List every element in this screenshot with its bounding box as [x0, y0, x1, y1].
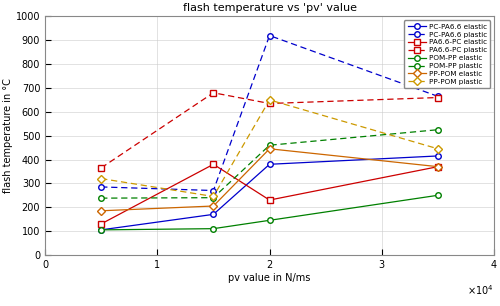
POM-PP plastic [98, 196, 104, 200]
PP-POM elastic [266, 147, 272, 151]
Line: POM-PP elastic: POM-PP elastic [98, 192, 440, 233]
Line: POM-PP plastic: POM-PP plastic [98, 127, 440, 201]
PA6.6-PC elastic [98, 222, 104, 226]
Y-axis label: flash temperature in °C: flash temperature in °C [3, 78, 13, 193]
POM-PP elastic [98, 228, 104, 232]
X-axis label: pv value in N/ms: pv value in N/ms [228, 273, 310, 282]
PP-POM elastic [435, 165, 441, 169]
PC-PA6.6 plastic [98, 185, 104, 189]
PC-PA6.6 plastic [266, 34, 272, 37]
PA6.6-PC plastic [210, 91, 216, 95]
PA6.6-PC elastic [435, 165, 441, 169]
PP-POM elastic [210, 204, 216, 208]
POM-PP plastic [266, 144, 272, 147]
PP-POM plastic [98, 177, 104, 181]
PP-POM elastic [98, 209, 104, 213]
PA6.6-PC elastic [266, 198, 272, 202]
Line: PP-POM elastic: PP-POM elastic [98, 146, 440, 214]
PP-POM plastic [435, 147, 441, 151]
Line: PP-POM plastic: PP-POM plastic [98, 97, 440, 199]
Line: PA6.6-PC elastic: PA6.6-PC elastic [98, 162, 440, 227]
POM-PP elastic [210, 227, 216, 230]
Legend: PC-PA6.6 elastic, PC-PA6.6 plastic, PA6.6-PC elastic, PA6.6-PC plastic, POM-PP e: PC-PA6.6 elastic, PC-PA6.6 plastic, PA6.… [404, 20, 490, 88]
PC-PA6.6 plastic [435, 95, 441, 98]
POM-PP plastic [435, 128, 441, 132]
POM-PP plastic [210, 196, 216, 200]
PC-PA6.6 elastic [210, 213, 216, 216]
PA6.6-PC elastic [210, 162, 216, 166]
PC-PA6.6 plastic [210, 189, 216, 192]
PC-PA6.6 elastic [98, 228, 104, 232]
PA6.6-PC plastic [435, 96, 441, 99]
PA6.6-PC plastic [266, 102, 272, 105]
PC-PA6.6 elastic [266, 162, 272, 166]
POM-PP elastic [435, 193, 441, 197]
PC-PA6.6 elastic [435, 154, 441, 158]
Title: flash temperature vs 'pv' value: flash temperature vs 'pv' value [182, 3, 356, 13]
Text: $\times10^4$: $\times10^4$ [468, 283, 494, 297]
PP-POM plastic [266, 98, 272, 102]
Line: PC-PA6.6 elastic: PC-PA6.6 elastic [98, 153, 440, 233]
Line: PA6.6-PC plastic: PA6.6-PC plastic [98, 90, 440, 171]
PP-POM plastic [210, 195, 216, 198]
POM-PP elastic [266, 218, 272, 222]
PA6.6-PC plastic [98, 166, 104, 170]
Line: PC-PA6.6 plastic: PC-PA6.6 plastic [98, 33, 440, 193]
